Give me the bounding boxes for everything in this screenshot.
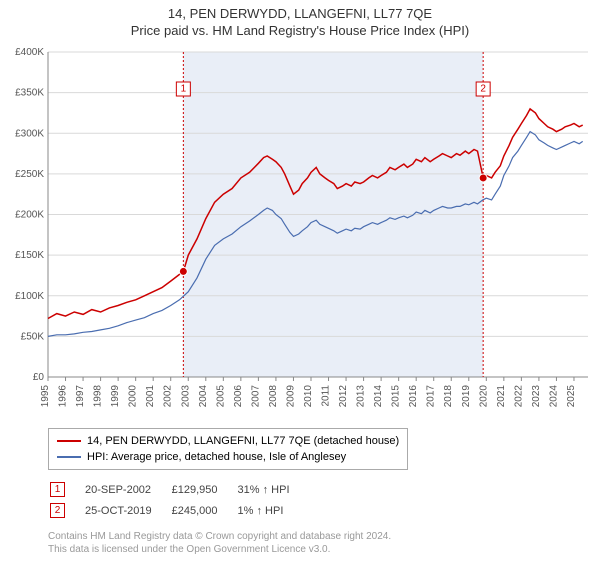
chart-plot-area: £0 £50K £100K £150K £200K £250K £300K £350K £400… [0, 44, 600, 424]
event-number-box: 2 [50, 503, 65, 518]
event-date: 20-SEP-2002 [85, 480, 170, 499]
svg-text:1999: 1999 [110, 385, 121, 408]
events-table: 1 20-SEP-2002£129,95031% ↑ HPI 2 25-OCT-201… [48, 478, 310, 522]
svg-text:2002: 2002 [163, 385, 174, 408]
event-date: 25-OCT-2019 [85, 501, 170, 520]
svg-text:2006: 2006 [233, 385, 244, 408]
svg-text:£200K: £200K [15, 210, 44, 221]
svg-text:2015: 2015 [391, 385, 402, 408]
footer-note: Contains HM Land Registry data © Crown c… [48, 530, 600, 556]
svg-text:2025: 2025 [566, 385, 577, 408]
event-number-box: 1 [50, 482, 65, 497]
svg-text:£250K: £250K [15, 169, 44, 180]
svg-text:2003: 2003 [180, 385, 191, 408]
chart-subtitle: Price paid vs. HM Land Registry's House … [0, 23, 600, 38]
event-pct: 1% ↑ HPI [238, 501, 308, 520]
svg-text:£350K: £350K [15, 88, 44, 99]
svg-text:2010: 2010 [303, 385, 314, 408]
svg-text:2: 2 [480, 84, 486, 95]
svg-text:2007: 2007 [250, 385, 261, 408]
svg-text:1998: 1998 [93, 385, 104, 408]
svg-text:2000: 2000 [128, 385, 139, 408]
chart-svg: £0 £50K £100K £150K £200K £250K £300K £350K £400… [0, 44, 600, 424]
legend-row: HPI: Average price, detached house, Isle… [57, 449, 399, 465]
svg-text:1995: 1995 [40, 385, 51, 408]
svg-text:2020: 2020 [478, 385, 489, 408]
svg-text:2022: 2022 [513, 385, 524, 408]
svg-text:£400K: £400K [15, 47, 44, 58]
legend-label-series-0: 14, PEN DERWYDD, LLANGEFNI, LL77 7QE (de… [87, 433, 399, 449]
svg-text:1996: 1996 [58, 385, 69, 408]
event-row: 1 20-SEP-2002£129,95031% ↑ HPI [50, 480, 308, 499]
svg-text:2012: 2012 [338, 385, 349, 408]
svg-text:2008: 2008 [268, 385, 279, 408]
svg-text:2004: 2004 [198, 385, 209, 408]
svg-text:£0: £0 [33, 372, 45, 383]
svg-text:£300K: £300K [15, 128, 44, 139]
legend-label-series-1: HPI: Average price, detached house, Isle… [87, 449, 346, 465]
svg-text:2021: 2021 [496, 385, 507, 408]
footer-line-1: Contains HM Land Registry data © Crown c… [48, 530, 600, 543]
legend-row: 14, PEN DERWYDD, LLANGEFNI, LL77 7QE (de… [57, 433, 399, 449]
footer-line-2: This data is licensed under the Open Gov… [48, 543, 600, 556]
svg-text:2013: 2013 [356, 385, 367, 408]
svg-text:2019: 2019 [461, 385, 472, 408]
svg-text:1: 1 [181, 84, 187, 95]
svg-text:2001: 2001 [145, 385, 156, 408]
svg-text:1997: 1997 [75, 385, 86, 408]
svg-text:2011: 2011 [321, 385, 332, 407]
legend-swatch-series-1 [57, 456, 81, 458]
svg-text:2017: 2017 [426, 385, 437, 408]
event-row: 2 25-OCT-2019£245,0001% ↑ HPI [50, 501, 308, 520]
svg-text:2023: 2023 [531, 385, 542, 408]
legend: 14, PEN DERWYDD, LLANGEFNI, LL77 7QE (de… [48, 428, 408, 470]
svg-text:2016: 2016 [408, 385, 419, 408]
svg-text:2014: 2014 [373, 385, 384, 408]
svg-text:£50K: £50K [21, 331, 45, 342]
event-price: £129,950 [172, 480, 236, 499]
event-price: £245,000 [172, 501, 236, 520]
event-pct: 31% ↑ HPI [238, 480, 308, 499]
svg-text:£100K: £100K [15, 291, 44, 302]
svg-text:2005: 2005 [215, 385, 226, 408]
svg-text:2018: 2018 [443, 385, 454, 408]
chart-title: 14, PEN DERWYDD, LLANGEFNI, LL77 7QE [0, 6, 600, 21]
legend-swatch-series-0 [57, 440, 81, 442]
svg-text:2024: 2024 [548, 385, 559, 408]
svg-text:£150K: £150K [15, 250, 44, 261]
svg-text:2009: 2009 [285, 385, 296, 408]
